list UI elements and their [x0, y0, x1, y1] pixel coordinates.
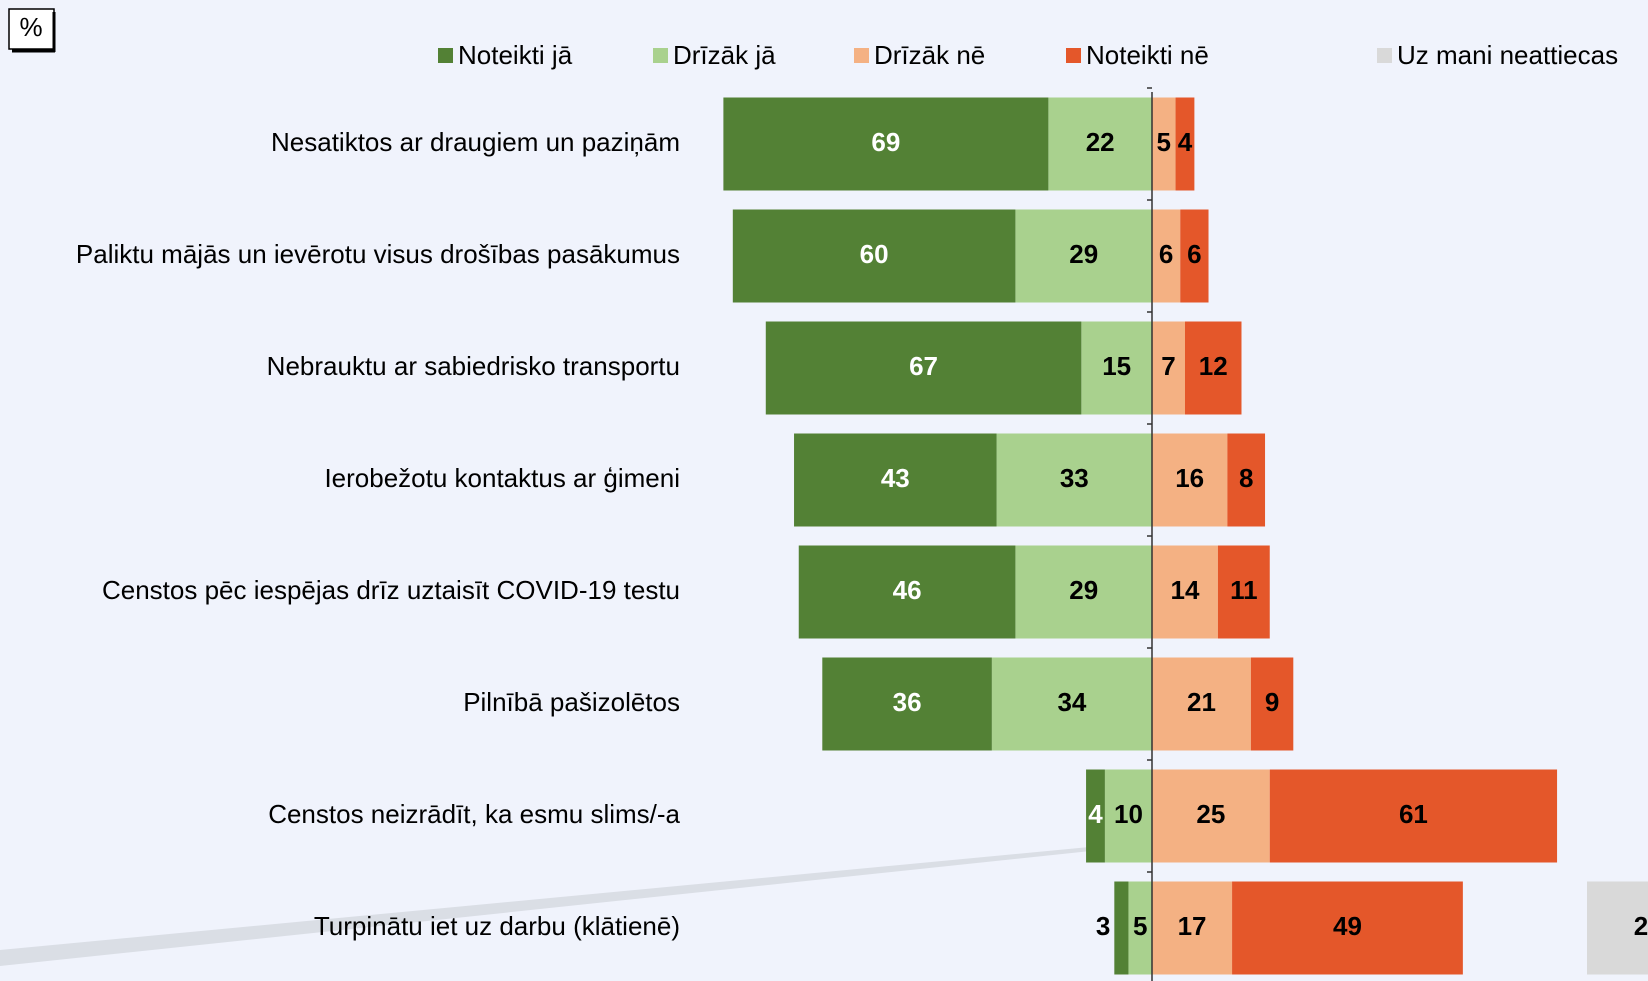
legend-label: Noteikti jā [458, 40, 573, 70]
value-label: 4 [1178, 127, 1193, 157]
decor-swoosh [0, 846, 1100, 966]
bar-segment [765, 321, 1082, 415]
category-label: Turpinātu iet uz darbu (klātienē) [314, 911, 680, 941]
bar-segment [723, 97, 1049, 191]
bar-segment [794, 433, 997, 527]
bar-segment [1232, 881, 1463, 975]
bar-segment [1128, 881, 1152, 975]
bar-segment [1217, 545, 1270, 639]
category-label: Ierobežotu kontaktus ar ģimeni [324, 463, 680, 493]
value-label: 8 [1239, 463, 1253, 493]
bar-segment [996, 433, 1152, 527]
bar-segment [1048, 97, 1152, 191]
value-label: 6 [1159, 239, 1173, 269]
legend-label: Drīzāk jā [673, 40, 776, 70]
bar-segment [1227, 433, 1266, 527]
value-label: 26 [1634, 911, 1648, 941]
value-label: 6 [1187, 239, 1201, 269]
value-label: 12 [1199, 351, 1228, 381]
bar-segment [1250, 657, 1294, 751]
bar-segment [1015, 545, 1152, 639]
bar-segment [1587, 881, 1648, 975]
bar-segment [1152, 321, 1185, 415]
bar-segment [1184, 321, 1242, 415]
bar-segment [1015, 209, 1152, 303]
category-label: Nebrauktu ar sabiedrisko transportu [267, 351, 680, 381]
category-label: Paliktu mājās un ievērotu visus drošības… [76, 239, 680, 269]
value-label: 22 [1086, 127, 1115, 157]
value-label: 5 [1157, 127, 1171, 157]
value-label: 4 [1088, 799, 1103, 829]
value-label: 9 [1265, 687, 1279, 717]
bar-segment [1152, 881, 1233, 975]
legend-swatch [653, 48, 668, 63]
unit-label: % [19, 12, 42, 42]
bar-segment [1152, 769, 1270, 863]
value-label: 15 [1102, 351, 1131, 381]
value-label: 43 [881, 463, 910, 493]
bar-segment [1180, 209, 1209, 303]
bar-segment [1175, 97, 1195, 191]
value-label: 69 [871, 127, 900, 157]
value-label: 29 [1069, 575, 1098, 605]
value-label: 67 [909, 351, 938, 381]
bar-segment [1152, 545, 1218, 639]
legend-label: Drīzāk nē [874, 40, 985, 70]
bar-segment [822, 657, 992, 751]
legend-swatch [1066, 48, 1081, 63]
legend-label: Noteikti nē [1086, 40, 1209, 70]
value-label: 7 [1161, 351, 1175, 381]
bar-segment [1104, 769, 1152, 863]
value-label: 29 [1069, 239, 1098, 269]
value-label: 46 [893, 575, 922, 605]
bar-segment [1081, 321, 1152, 415]
value-label: 5 [1133, 911, 1147, 941]
category-label: Censtos pēc iespējas drīz uztaisīt COVID… [102, 575, 680, 605]
value-label: 16 [1175, 463, 1204, 493]
category-label: Censtos neizrādīt, ka esmu slims/-a [268, 799, 680, 829]
value-label: 61 [1399, 799, 1428, 829]
legend-swatch [1377, 48, 1392, 63]
bar-segment [1152, 97, 1176, 191]
category-label: Pilnībā pašizolētos [463, 687, 680, 717]
value-label: 11 [1230, 575, 1258, 605]
value-label: 21 [1187, 687, 1216, 717]
bar-segment [1114, 881, 1129, 975]
value-label: 49 [1333, 911, 1362, 941]
bar-segment [991, 657, 1152, 751]
legend-swatch [854, 48, 869, 63]
unit-box [8, 8, 55, 50]
bar-segment [732, 209, 1016, 303]
value-label: 25 [1196, 799, 1225, 829]
legend-swatch [438, 48, 453, 63]
bar-segment [1269, 769, 1558, 863]
value-label: 10 [1114, 799, 1143, 829]
value-label: 17 [1178, 911, 1207, 941]
legend-label: Uz mani neattiecas [1397, 40, 1618, 70]
bar-segment [1152, 657, 1251, 751]
value-label: 3 [1096, 911, 1110, 941]
bar-segment [1086, 769, 1105, 863]
value-label: 33 [1060, 463, 1089, 493]
value-label: 60 [860, 239, 889, 269]
bar-segment [798, 545, 1016, 639]
value-label: 14 [1171, 575, 1200, 605]
bar-segment [1152, 433, 1228, 527]
value-label: 34 [1057, 687, 1086, 717]
bar-segment [1152, 209, 1181, 303]
category-label: Nesatiktos ar draugiem un paziņām [271, 127, 680, 157]
value-label: 36 [893, 687, 922, 717]
